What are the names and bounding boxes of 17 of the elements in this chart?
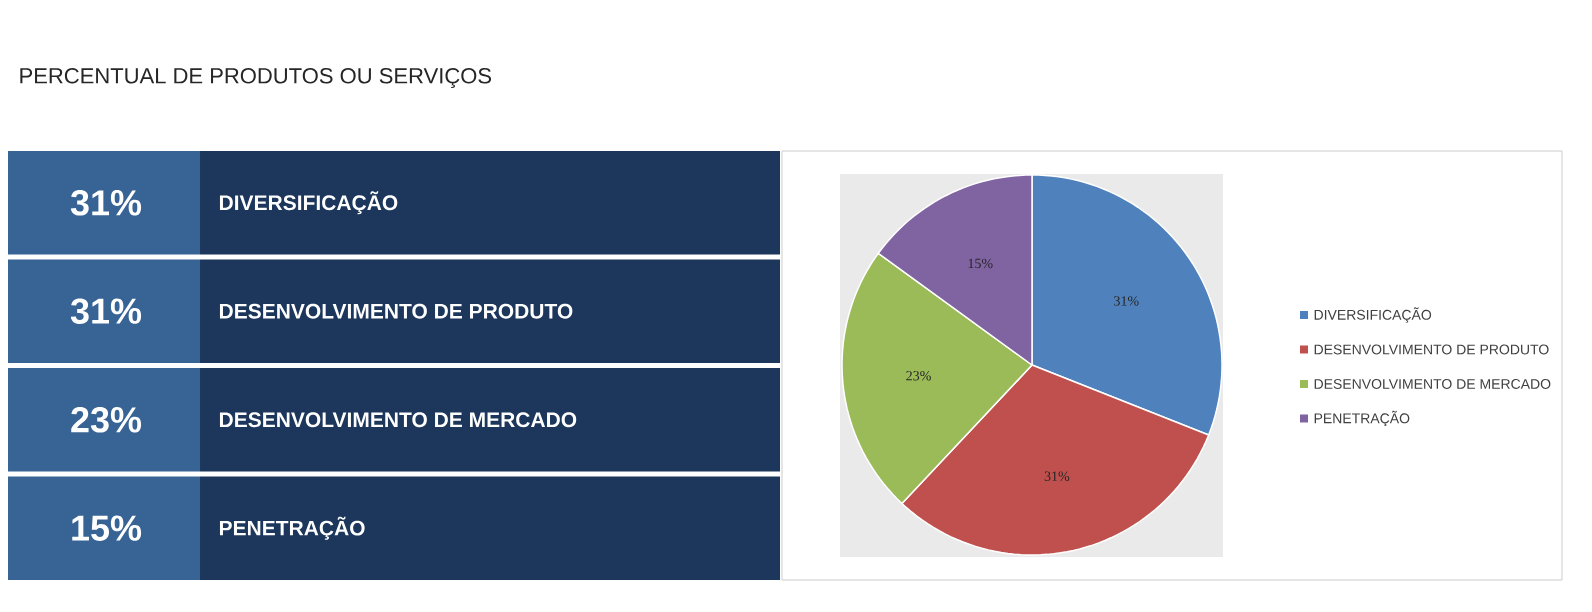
data-label: 31%: [1114, 296, 1139, 306]
legend-label: DESENVOLVIMENTO DE PRODUTO: [1314, 344, 1549, 355]
legend-label: DIVERSIFICAÇÃO: [1314, 307, 1432, 323]
category-label: DESENVOLVIMENTO DE MERCADO: [219, 412, 577, 428]
text: 31%: [70, 190, 142, 216]
legend-label: PENETRAÇÃO: [1314, 410, 1410, 427]
data-label: 15%: [968, 258, 993, 269]
category-label: DIVERSIFICAÇÃO: [219, 191, 398, 215]
category-label: PENETRAÇÃO: [219, 516, 365, 540]
data-label: 23%: [906, 370, 931, 381]
text: PERCENTUAL DE PRODUTOS OU SERVIÇOS: [20, 67, 492, 88]
data-label: 31%: [1044, 471, 1070, 482]
text: 23%: [71, 407, 142, 433]
text: 31%: [70, 298, 142, 324]
text: 15%: [72, 515, 142, 541]
legend-label: DESENVOLVIMENTO DE MERCADO: [1314, 379, 1551, 389]
category-label: DESENVOLVIMENTO DE PRODUTO: [219, 303, 573, 319]
